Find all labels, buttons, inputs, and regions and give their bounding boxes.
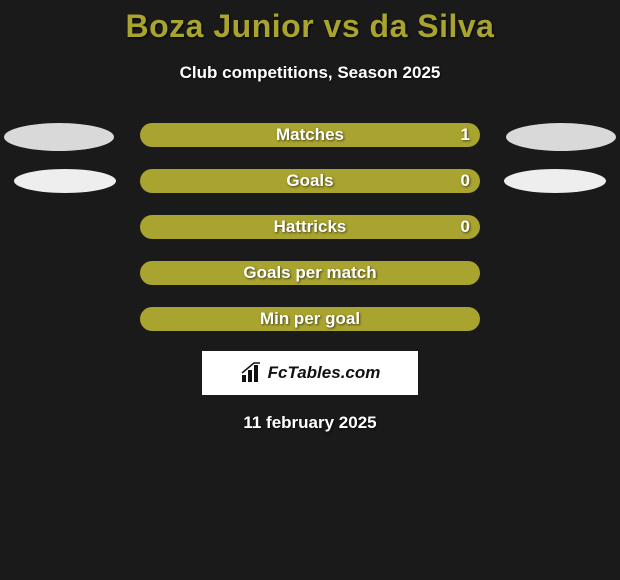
stat-bar: Hattricks (140, 215, 480, 239)
stat-bar: Goals per match (140, 261, 480, 285)
stat-row: Goals per match (0, 261, 620, 285)
stat-rows: Matches 1 0 Goals 0 0 Hattricks 0 Goals … (0, 123, 620, 331)
page-title: Boza Junior vs da Silva (0, 8, 620, 45)
stat-bar: Goals (140, 169, 480, 193)
stat-label: Goals (286, 171, 333, 191)
stat-value-right: 0 (461, 215, 470, 239)
stat-value-right: 1 (461, 123, 470, 147)
infographic-container: Boza Junior vs da Silva Club competition… (0, 0, 620, 580)
stat-label: Min per goal (260, 309, 360, 329)
stat-label: Matches (276, 125, 344, 145)
stat-row: Matches 1 (0, 123, 620, 147)
stat-bar: Matches (140, 123, 480, 147)
brand-text: FcTables.com (268, 363, 381, 383)
subtitle: Club competitions, Season 2025 (0, 63, 620, 83)
stat-row: Min per goal (0, 307, 620, 331)
bar-chart-icon (240, 362, 262, 384)
stat-value-right: 0 (461, 169, 470, 193)
stat-row: 0 Goals 0 (0, 169, 620, 193)
stat-label: Goals per match (243, 263, 376, 283)
stat-label: Hattricks (274, 217, 347, 237)
stat-bar: Min per goal (140, 307, 480, 331)
stat-row: 0 Hattricks 0 (0, 215, 620, 239)
date-text: 11 february 2025 (0, 413, 620, 433)
brand-badge: FcTables.com (202, 351, 418, 395)
